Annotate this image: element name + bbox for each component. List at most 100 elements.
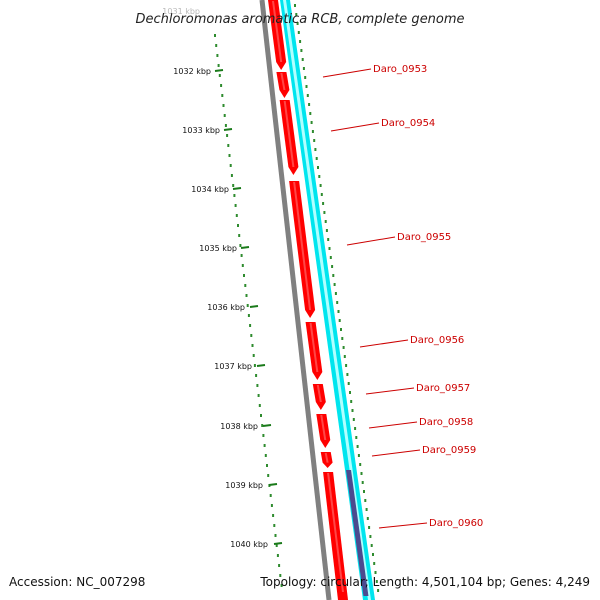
ruler-label: 1032 kbp: [173, 67, 211, 76]
ruler-tick: [232, 187, 242, 190]
ruler-tick: [273, 542, 283, 545]
gene-label-leaders: [322, 68, 428, 529]
ruler-dot: [296, 22, 299, 25]
ruler-dot: [252, 354, 255, 357]
ruler-tick: [262, 424, 272, 427]
ruler-dot: [294, 4, 296, 7]
topology-text: Topology: circular; Length: 4,501,104 bp…: [260, 575, 590, 589]
ruler-dot: [327, 238, 330, 241]
ruler-dot: [269, 494, 272, 497]
ruler-dot: [255, 374, 258, 377]
gene-label[interactable]: Daro_0960: [429, 518, 483, 529]
ruler-dot: [220, 84, 223, 87]
ruler-dot: [245, 294, 248, 297]
ruler-dot: [317, 166, 319, 169]
gene-track-highlight: [283, 0, 371, 600]
ruler-dot: [332, 274, 335, 277]
gene-label[interactable]: Daro_0956: [410, 335, 464, 346]
ruler-dots-right: [294, 4, 380, 592]
ruler-label-partial: 1031 kbp: [162, 7, 200, 16]
ruler-dot: [318, 175, 321, 178]
ruler-dot: [331, 265, 334, 268]
ruler-dot: [310, 121, 313, 124]
ruler-label: 1035 kbp: [199, 244, 237, 253]
ruler-dot: [304, 76, 307, 79]
ruler-dot: [357, 454, 360, 457]
ruler-dot: [267, 474, 270, 477]
ruler-dot: [340, 328, 342, 331]
ruler-dot: [216, 54, 219, 57]
ruler-dot: [345, 364, 348, 367]
gene-label[interactable]: Daro_0958: [419, 417, 473, 428]
gene-label[interactable]: Daro_0957: [416, 383, 470, 394]
ruler-dot: [360, 472, 363, 475]
gene-label[interactable]: Daro_0953: [373, 64, 427, 75]
gene-leader: [346, 236, 396, 246]
ruler-dot: [334, 292, 337, 295]
ruler-tick: [268, 483, 278, 486]
ruler-dot: [251, 344, 254, 347]
cds-highlight: [283, 101, 295, 167]
ruler-dot: [352, 418, 355, 421]
ruler-dot: [232, 184, 235, 187]
ruler-dot: [323, 211, 326, 214]
ruler-dot: [266, 464, 268, 467]
ruler-dot: [364, 499, 367, 502]
map-title: Dechloromonas aromatica RCB, complete ge…: [135, 12, 464, 27]
ruler-dot: [262, 434, 265, 437]
ruler-ticks: [214, 69, 283, 545]
ruler-dot: [243, 274, 245, 277]
ruler-dot: [275, 544, 278, 547]
ruler-label: 1034 kbp: [191, 185, 229, 194]
ruler-dot: [239, 244, 242, 247]
ruler-dot: [274, 534, 277, 537]
ruler-dot: [333, 283, 336, 286]
ruler-label: 1033 kbp: [182, 126, 220, 135]
ruler-dot: [234, 204, 237, 207]
gene-track: [280, 0, 375, 600]
gene-label[interactable]: Daro_0955: [397, 232, 451, 243]
ruler-dot: [313, 139, 316, 142]
ruler-dot: [319, 184, 322, 187]
ruler-dot: [222, 104, 225, 107]
ruler-label: 1036 kbp: [207, 303, 245, 312]
ruler-dot: [260, 414, 262, 417]
cds-highlight: [316, 385, 322, 402]
ruler-dot: [302, 67, 305, 70]
ruler-dot: [354, 427, 357, 430]
ruler-dot: [250, 334, 253, 337]
ruler-label: 1038 kbp: [220, 422, 258, 431]
ruler-dot: [233, 194, 236, 197]
gene-label[interactable]: Daro_0959: [422, 445, 476, 456]
ruler-dot: [273, 524, 276, 527]
ruler-dot: [278, 564, 281, 567]
ruler-tick: [249, 305, 259, 308]
ruler-dot: [227, 144, 230, 147]
ruler-dot: [365, 508, 368, 511]
ruler-dot: [228, 154, 231, 157]
ruler-dot: [249, 324, 252, 327]
genome-backbone: [259, 0, 332, 600]
ruler-dot: [229, 164, 232, 167]
ruler-label: 1039 kbp: [225, 481, 263, 490]
gene-label[interactable]: Daro_0954: [381, 118, 435, 129]
ruler-dot: [315, 157, 318, 160]
ruler-dot: [297, 31, 300, 34]
ruler-tick: [214, 69, 224, 72]
ruler-dot: [237, 224, 239, 227]
ruler-dot: [270, 504, 273, 507]
ruler-dot: [272, 514, 275, 517]
ruler-dot: [355, 436, 358, 439]
ruler-dot: [337, 310, 340, 313]
ruler-label: 1040 kbp: [230, 540, 268, 549]
ruler-dot: [329, 256, 332, 259]
cds-highlight: [324, 453, 329, 463]
ruler-dot: [214, 34, 216, 37]
ruler-dot: [359, 463, 362, 466]
ruler-dot: [308, 103, 311, 106]
ruler-dot: [253, 364, 256, 367]
ruler-dots-left: [214, 34, 283, 587]
ruler-dot: [322, 202, 325, 205]
ruler-dot: [325, 229, 328, 232]
